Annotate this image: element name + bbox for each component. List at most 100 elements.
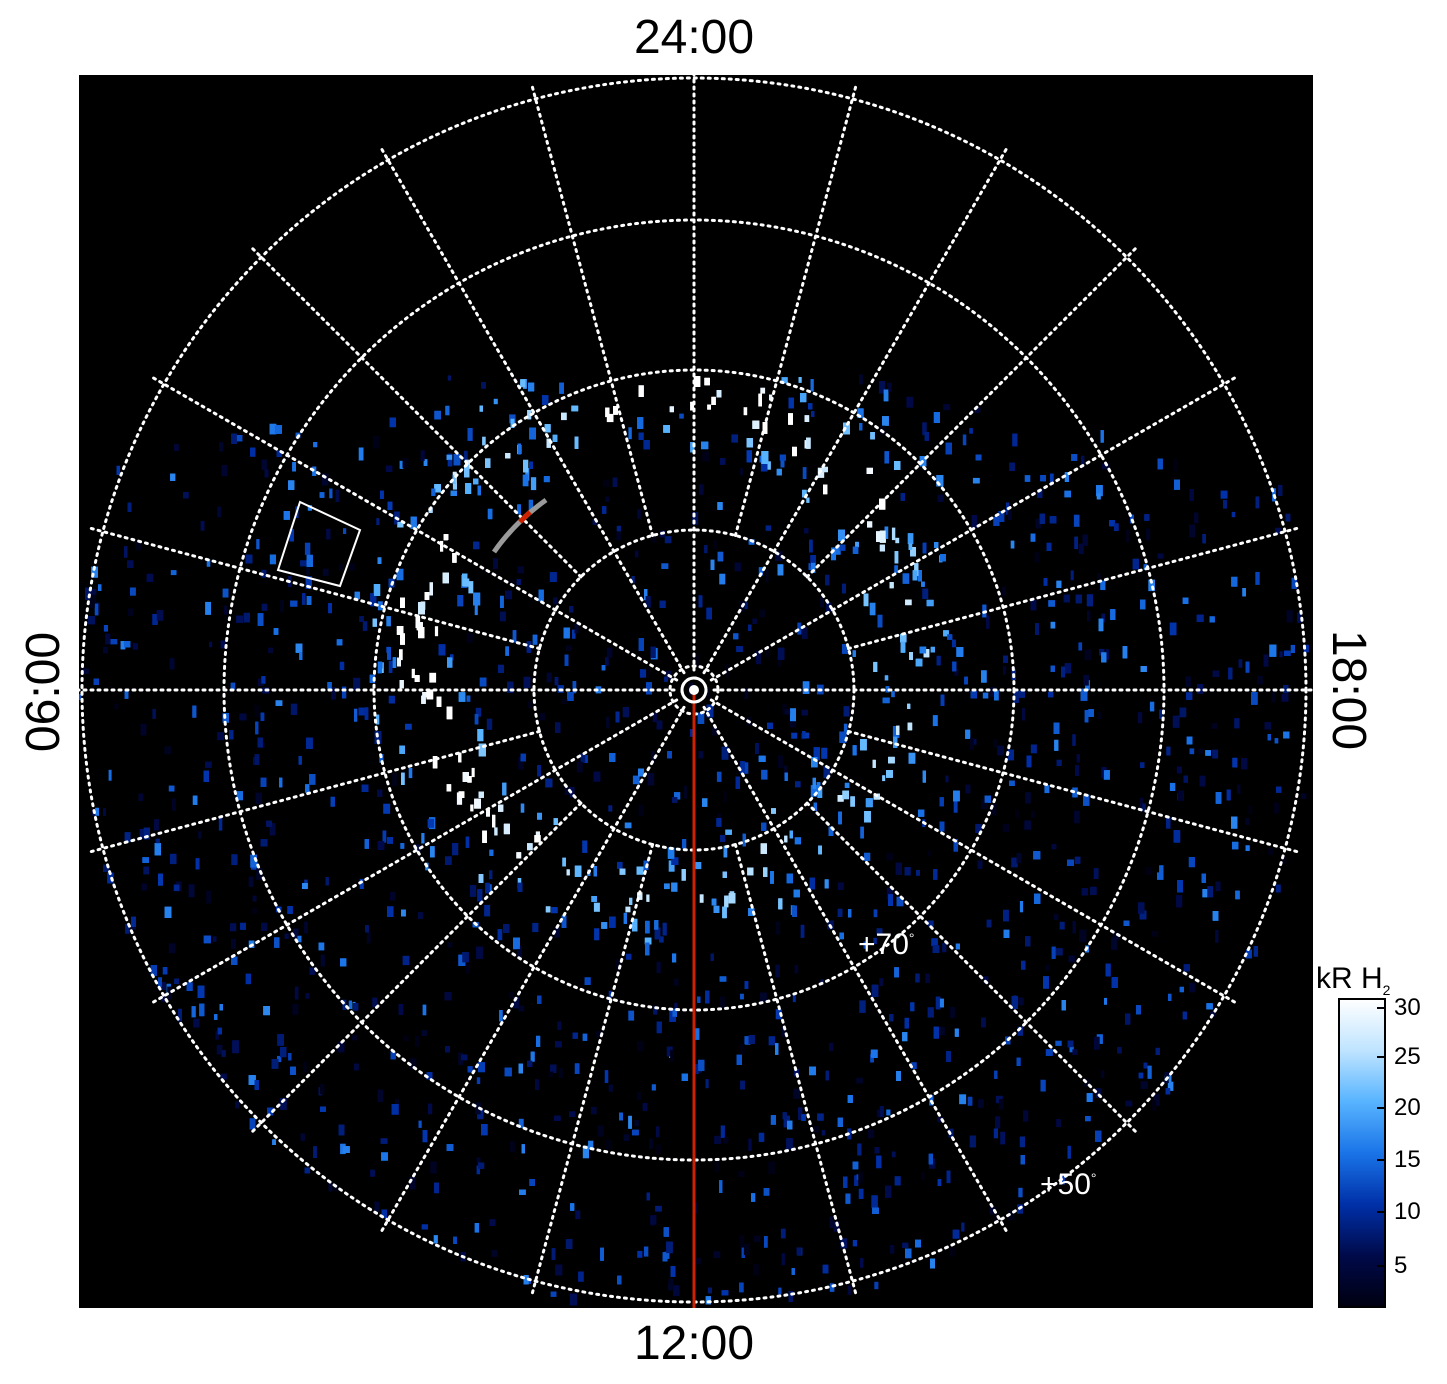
emission-pixel bbox=[634, 550, 639, 558]
emission-pixel bbox=[141, 883, 147, 891]
emission-pixel bbox=[1048, 600, 1056, 607]
emission-pixel bbox=[582, 1145, 589, 1159]
emission-pixel bbox=[792, 446, 797, 457]
emission-pixel bbox=[721, 746, 729, 760]
emission-pixel bbox=[637, 1041, 644, 1052]
emission-pixel bbox=[626, 953, 632, 960]
emission-pixel bbox=[597, 1125, 604, 1137]
emission-pixel bbox=[218, 817, 223, 831]
emission-pixel bbox=[606, 716, 610, 729]
emission-pixel bbox=[800, 393, 807, 403]
emission-pixel bbox=[534, 835, 541, 843]
emission-pixel bbox=[765, 525, 772, 531]
emission-pixel bbox=[292, 1004, 299, 1015]
emission-pixel bbox=[946, 1170, 951, 1184]
emission-pixel bbox=[423, 459, 428, 466]
emission-pixel bbox=[1103, 770, 1110, 780]
emission-pixel bbox=[1017, 997, 1024, 1006]
emission-pixel bbox=[1286, 610, 1293, 623]
emission-pixel bbox=[452, 553, 457, 563]
emission-pixel bbox=[1136, 1005, 1141, 1015]
emission-pixel bbox=[794, 965, 799, 974]
emission-pixel bbox=[876, 928, 883, 935]
emission-pixel bbox=[493, 558, 498, 569]
emission-pixel bbox=[1031, 810, 1035, 818]
emission-pixel bbox=[391, 1104, 399, 1115]
emission-pixel bbox=[604, 1070, 609, 1083]
emission-pixel bbox=[813, 802, 817, 811]
emission-pixel bbox=[833, 1221, 840, 1232]
emission-pixel bbox=[1183, 964, 1190, 972]
emission-pixel bbox=[127, 560, 134, 568]
emission-pixel bbox=[608, 805, 613, 812]
emission-pixel bbox=[885, 686, 890, 693]
emission-pixel bbox=[217, 506, 222, 518]
emission-pixel bbox=[856, 1077, 863, 1084]
emission-pixel bbox=[275, 700, 283, 706]
emission-pixel bbox=[740, 761, 745, 774]
emission-pixel bbox=[889, 582, 894, 589]
emission-pixel bbox=[1003, 929, 1010, 938]
emission-pixel bbox=[268, 647, 273, 653]
emission-pixel bbox=[418, 627, 425, 639]
emission-pixel bbox=[525, 468, 530, 481]
emission-pixel bbox=[1291, 577, 1297, 589]
emission-pixel bbox=[864, 852, 871, 861]
emission-pixel bbox=[305, 993, 310, 999]
emission-pixel bbox=[804, 415, 810, 422]
emission-pixel bbox=[174, 444, 179, 451]
emission-pixel bbox=[741, 602, 748, 610]
emission-pixel bbox=[1063, 594, 1070, 603]
emission-pixel bbox=[937, 494, 944, 502]
emission-pixel bbox=[1088, 709, 1094, 717]
emission-pixel bbox=[510, 418, 515, 428]
emission-pixel bbox=[858, 1171, 864, 1184]
emission-pixel bbox=[1235, 890, 1240, 900]
emission-pixel bbox=[458, 752, 462, 763]
emission-pixel bbox=[1074, 810, 1080, 824]
emission-pixel bbox=[609, 753, 616, 762]
emission-pixel bbox=[408, 768, 413, 779]
emission-pixel bbox=[410, 516, 417, 529]
emission-pixel bbox=[520, 753, 526, 762]
emission-pixel bbox=[1053, 914, 1059, 920]
emission-pixel bbox=[399, 649, 403, 661]
emission-pixel bbox=[1009, 462, 1015, 471]
emission-pixel bbox=[818, 845, 822, 855]
emission-pixel bbox=[330, 796, 335, 807]
emission-pixel bbox=[894, 967, 899, 978]
emission-pixel bbox=[569, 1111, 576, 1117]
emission-pixel bbox=[1053, 722, 1060, 734]
emission-pixel bbox=[473, 541, 480, 550]
emission-pixel bbox=[415, 1035, 420, 1047]
emission-pixel bbox=[705, 990, 710, 1004]
emission-pixel bbox=[835, 545, 841, 555]
emission-pixel bbox=[114, 703, 119, 709]
emission-pixel bbox=[906, 396, 914, 408]
emission-pixel bbox=[907, 722, 913, 731]
emission-pixel bbox=[612, 477, 618, 487]
emission-pixel bbox=[1182, 597, 1189, 604]
emission-pixel bbox=[482, 830, 487, 843]
emission-pixel bbox=[1033, 851, 1041, 860]
emission-pixel bbox=[806, 497, 810, 503]
emission-pixel bbox=[1205, 750, 1211, 756]
emission-pixel bbox=[1151, 931, 1158, 937]
emission-pixel bbox=[554, 1115, 561, 1121]
emission-pixel bbox=[1067, 1145, 1071, 1159]
emission-pixel bbox=[132, 643, 138, 650]
emission-pixel bbox=[809, 539, 813, 553]
emission-pixel bbox=[759, 609, 766, 618]
emission-pixel bbox=[1095, 1130, 1102, 1142]
emission-pixel bbox=[1069, 1046, 1074, 1053]
emission-pixel bbox=[1231, 576, 1238, 587]
emission-pixel bbox=[1138, 902, 1145, 914]
emission-pixel bbox=[863, 941, 868, 949]
emission-pixel bbox=[705, 1296, 711, 1305]
emission-pixel bbox=[1044, 964, 1050, 971]
emission-pixel bbox=[269, 823, 276, 836]
emission-pixel bbox=[806, 437, 811, 449]
emission-pixel bbox=[89, 594, 97, 608]
emission-pixel bbox=[545, 906, 551, 913]
emission-pixel bbox=[376, 518, 380, 525]
